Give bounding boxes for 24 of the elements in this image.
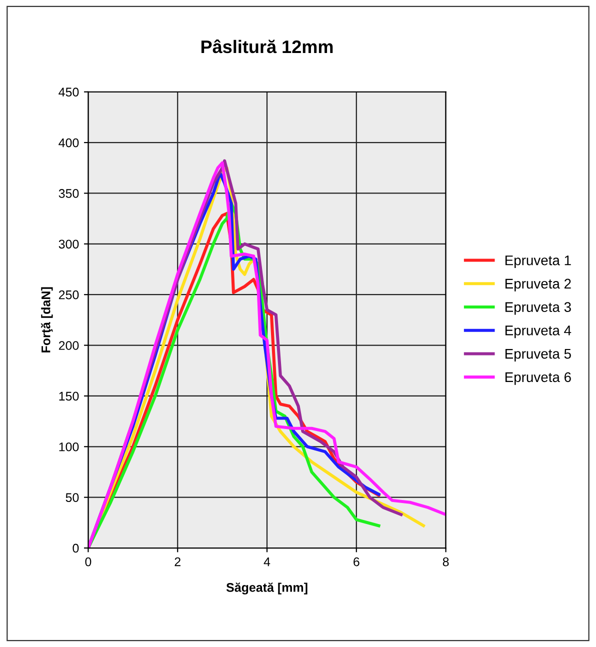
y-axis-title: Forţă [daN] [40, 287, 53, 352]
y-tick-label: 100 [59, 442, 79, 452]
y-tick-label: 50 [66, 493, 79, 502]
y-tick-label: 0 [72, 544, 79, 553]
x-tick-label: 0 [85, 557, 92, 566]
y-tick-label: 250 [58, 290, 79, 300]
legend-label: Epruveta 3 [505, 302, 571, 315]
legend-label: Epruveta 4 [505, 326, 572, 338]
x-tick-label: 8 [442, 557, 449, 566]
y-tick-label: 350 [58, 189, 79, 198]
legend-label: Epruveta 1 [505, 256, 571, 268]
x-tick-label: 4 [264, 557, 270, 566]
y-tick-label: 300 [58, 240, 79, 249]
legend-label: Epruveta 2 [505, 278, 571, 292]
legend-label: Epruveta 5 [505, 349, 571, 362]
x-axis-title: Săgeată [mm] [226, 582, 308, 594]
y-tick-label: 450 [58, 88, 79, 97]
legend-label: Epruveta 6 [505, 372, 571, 385]
y-tick-label: 150 [59, 392, 79, 401]
x-tick-label: 6 [354, 557, 360, 566]
y-tick-label: 200 [58, 341, 79, 350]
y-tick-label: 400 [58, 138, 79, 148]
chart-title: Pâslitură 12mm [201, 40, 333, 54]
x-tick-label: 2 [174, 557, 180, 566]
